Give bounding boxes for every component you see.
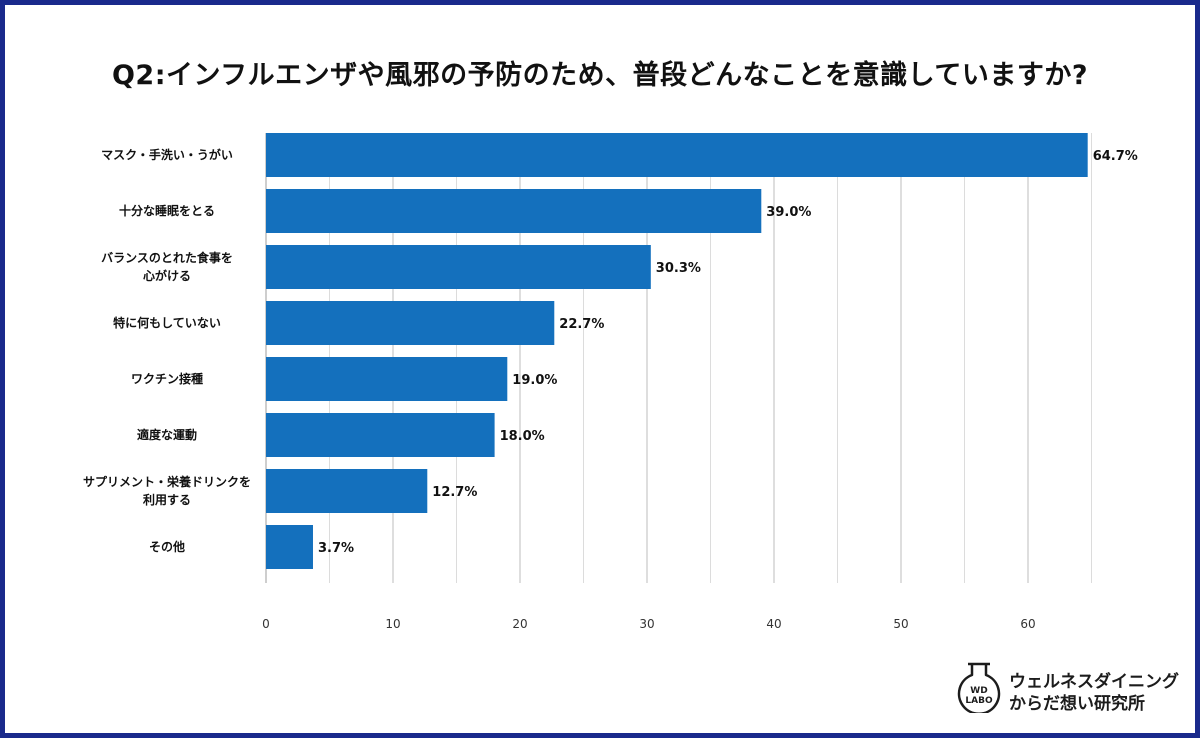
chart-title: Q2:インフルエンザや風邪の予防のため、普段どんなことを意識していますか? [111, 60, 1089, 91]
bar [266, 357, 508, 401]
bar [266, 469, 428, 513]
bar-value-label: 19.0% [512, 373, 557, 388]
bar-chart: 0 10 20 30 40 50 60 64.7% マスク・手洗い・うがい 39.0% 十分な睡眠を… [83, 133, 1138, 631]
x-tick-label: 50 [893, 617, 908, 631]
bar-value-label: 18.0% [500, 429, 545, 444]
category-label: サプリメント・栄養ドリンクを利用する [83, 474, 251, 507]
svg-text:WD: WD [970, 686, 987, 696]
wd-labo-logo: WD LABO [957, 662, 1001, 713]
svg-text:LABO: LABO [965, 696, 993, 706]
category-label: バランスのとれた食事を心がける [101, 250, 233, 283]
category-label: ワクチン接種 [131, 371, 203, 386]
x-tick-label: 20 [512, 617, 527, 631]
bar [266, 133, 1088, 177]
x-tick-label: 10 [385, 617, 400, 631]
bar-value-label: 12.7% [432, 485, 477, 500]
category-label: 適度な運動 [137, 427, 197, 442]
x-tick-label: 60 [1020, 617, 1035, 631]
bar [266, 525, 313, 569]
bar-value-label: 30.3% [656, 261, 701, 276]
category-label: マスク・手洗い・うがい [101, 147, 233, 162]
bar [266, 413, 495, 457]
bar-value-label: 39.0% [766, 205, 811, 220]
bar [266, 301, 555, 345]
category-label: 十分な睡眠をとる [119, 203, 215, 218]
brand-name-line2: からだ想い研究所 [1009, 694, 1145, 714]
x-tick-label: 30 [639, 617, 654, 631]
x-tick-label: 0 [262, 617, 270, 631]
brand-block: WD LABO ウェルネスダイニング からだ想い研究所 [953, 653, 1183, 715]
category-label: 特に何もしていない [113, 315, 221, 330]
bar [266, 245, 651, 289]
bar-value-label: 64.7% [1093, 149, 1138, 164]
brand-name-line1: ウェルネスダイニング [1009, 672, 1179, 692]
category-label: その他 [149, 539, 185, 554]
bar-value-label: 3.7% [318, 541, 354, 556]
x-tick-label: 40 [766, 617, 781, 631]
bar-value-label: 22.7% [559, 317, 604, 332]
bar [266, 189, 762, 233]
